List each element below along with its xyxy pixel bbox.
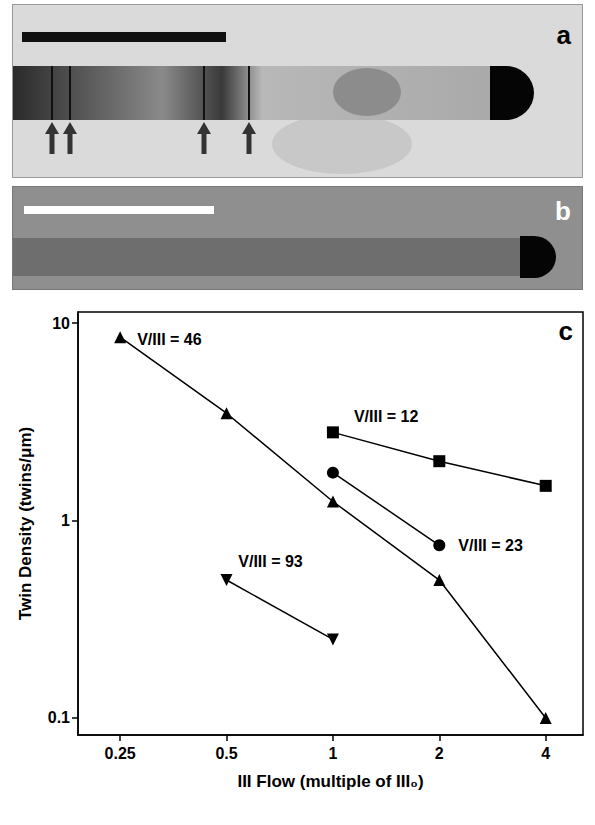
svg-text:0.1: 0.1 [48,709,70,726]
svg-text:a: a [557,20,572,50]
svg-text:1: 1 [328,745,337,762]
svg-text:0.25: 0.25 [105,745,136,762]
svg-text:1: 1 [61,512,70,529]
svg-text:III Flow (multiple of III₀): III Flow (multiple of III₀) [237,772,423,791]
svg-text:4: 4 [541,745,550,762]
svg-text:Twin Density (twins/μm): Twin Density (twins/μm) [16,427,35,620]
svg-text:V/III = 12: V/III = 12 [354,408,419,425]
svg-text:10: 10 [52,315,70,332]
svg-text:V/III = 46: V/III = 46 [137,331,202,348]
svg-text:c: c [559,316,573,346]
svg-text:V/III = 93: V/III = 93 [238,553,303,570]
svg-text:V/III = 23: V/III = 23 [458,537,523,554]
svg-text:0.5: 0.5 [215,745,237,762]
svg-text:b: b [555,196,571,226]
svg-text:2: 2 [435,745,444,762]
